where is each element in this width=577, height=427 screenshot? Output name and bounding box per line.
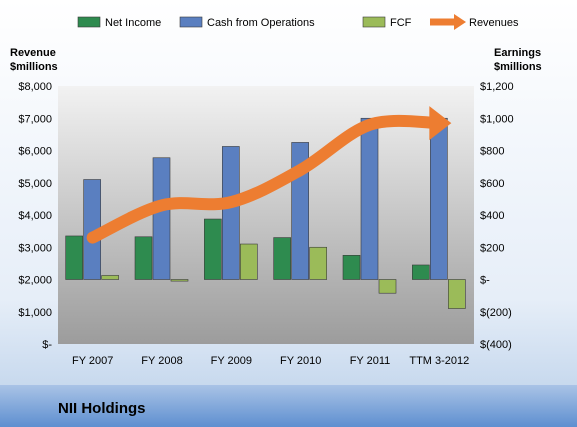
left-tick-label: $1,000 (18, 307, 52, 319)
right-tick-label: $200 (480, 242, 504, 254)
bar-fcf (170, 279, 189, 282)
left-tick-label: $- (42, 339, 52, 351)
company-title: NII Holdings (58, 400, 146, 417)
right-tick-label: $600 (480, 178, 504, 190)
revenues-point (92, 237, 94, 239)
left-tick-label: $7,000 (18, 113, 52, 125)
right-tick-label: $1,000 (480, 113, 514, 125)
category-label: FY 2008 (141, 355, 182, 367)
bar-net-income (65, 235, 83, 280)
bar-fcf (309, 246, 327, 280)
left-tick-label: $8,000 (18, 81, 52, 93)
legend-arrow-revenues (454, 14, 466, 30)
category-label: FY 2007 (72, 355, 113, 367)
right-tick-label: $1,200 (480, 81, 514, 93)
revenues-point (230, 201, 232, 203)
revenues-point (300, 169, 302, 171)
bar-net-income (204, 218, 222, 280)
legend-swatch-fcf (362, 16, 386, 28)
right-tick-label: $- (480, 275, 490, 287)
revenues-point (369, 124, 371, 126)
right-tick-label: $(400) (480, 339, 512, 351)
bar-fcf (240, 243, 258, 280)
left-axis-title-1: Revenue (10, 47, 56, 59)
legend-swatch-cash-from-operations (179, 16, 203, 28)
category-label: FY 2009 (211, 355, 252, 367)
right-tick-label: $(200) (480, 307, 512, 319)
left-tick-label: $6,000 (18, 146, 52, 158)
bar-cash-from-operations (430, 117, 448, 280)
left-tick-label: $3,000 (18, 242, 52, 254)
revenues-point (438, 122, 440, 124)
revenues-line (86, 114, 446, 244)
legend-label-net-income: Net Income (105, 17, 161, 29)
left-tick-label: $4,000 (18, 210, 52, 222)
legend-label-cash-from-operations: Cash from Operations (207, 17, 315, 29)
footer-band (0, 385, 577, 427)
legend-label-fcf: FCF (390, 17, 412, 29)
bar-cash-from-operations (360, 117, 379, 280)
bar-fcf (448, 279, 466, 309)
category-label: TTM 3-2012 (409, 355, 469, 367)
bar-net-income (412, 264, 430, 280)
legend-swatch-net-income (77, 16, 101, 28)
bar-cash-from-operations (222, 146, 240, 280)
left-tick-label: $2,000 (18, 275, 52, 287)
category-label: FY 2011 (350, 355, 391, 367)
revenues-point (161, 204, 163, 206)
left-axis-title-2: $millions (10, 61, 58, 73)
right-tick-label: $400 (480, 210, 504, 222)
bar-fcf (378, 279, 397, 294)
right-tick-label: $800 (480, 146, 504, 158)
right-axis-title-2: $millions (494, 61, 542, 73)
right-axis-title-1: Earnings (494, 47, 541, 59)
left-tick-label: $5,000 (18, 178, 52, 190)
bar-cash-from-operations (152, 157, 171, 280)
bar-net-income (342, 255, 361, 280)
bar-net-income (134, 236, 153, 280)
legend-label-revenues: Revenues (469, 17, 519, 29)
bar-net-income (273, 237, 291, 280)
category-label: FY 2010 (280, 355, 321, 367)
bar-fcf (101, 275, 119, 280)
revenues-arrowhead (429, 106, 452, 141)
